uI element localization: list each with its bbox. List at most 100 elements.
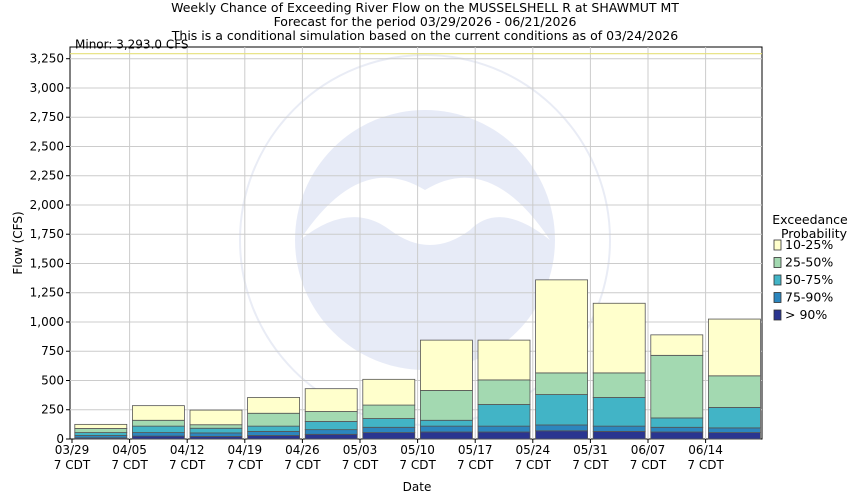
y-tick-label: 1,000 <box>30 315 64 329</box>
x-tick-label: 03/29 <box>55 443 90 457</box>
bar-segment <box>477 425 531 433</box>
grid <box>70 47 762 439</box>
minor-flood-threshold-label: Minor: 3,293.0 CFS <box>75 38 189 52</box>
bar-segment <box>304 429 358 435</box>
x-tick-label: 04/12 <box>170 443 205 457</box>
bar-segment <box>304 421 358 431</box>
bar-segment <box>189 424 243 429</box>
y-tick-label: 750 <box>41 344 64 358</box>
bar-segment <box>189 432 243 437</box>
bar-segment <box>247 425 301 432</box>
x-tick-label: 04/26 <box>285 443 320 457</box>
bar-segment <box>362 426 416 433</box>
legend-item-label: 10-25% <box>785 237 833 252</box>
bar-segment <box>419 339 473 391</box>
bar-segment <box>362 404 416 419</box>
bar-segment <box>362 418 416 428</box>
x-tick-sublabel: 7 CDT <box>284 458 321 472</box>
x-tick-sublabel: 7 CDT <box>342 458 379 472</box>
legend-swatch <box>773 274 782 286</box>
bar-segment <box>535 430 588 440</box>
legend-item-label: 25-50% <box>785 255 833 270</box>
y-tick-label: 1,250 <box>30 286 64 300</box>
bar-segment <box>708 318 761 377</box>
bar-segment <box>419 419 473 427</box>
bar-segment <box>477 431 531 440</box>
title-line-1: Weekly Chance of Exceeding River Flow on… <box>171 0 679 15</box>
bar-segment <box>650 431 704 440</box>
x-tick-label: 04/05 <box>112 443 147 457</box>
chart-title: Weekly Chance of Exceeding River Flow on… <box>171 0 680 43</box>
bar-segment <box>362 432 416 440</box>
x-tick-sublabel: 7 CDT <box>457 458 494 472</box>
y-tick-label: 3,000 <box>30 81 64 95</box>
bar-segment <box>419 431 473 440</box>
y-tick-label: 1,500 <box>30 256 64 270</box>
x-tick-label: 05/24 <box>516 443 551 457</box>
bar-segment <box>708 427 761 433</box>
bar-segment <box>650 417 704 428</box>
bar-segment <box>592 425 646 432</box>
legend-item-label: 75-90% <box>785 290 833 305</box>
y-tick-label: 2,750 <box>30 110 64 124</box>
y-axis: 0 250 500 750 1,000 1,250 1,500 1,750 2,000 2,250… <box>30 52 70 446</box>
bar-segment <box>708 432 761 440</box>
bar-segment <box>650 354 704 419</box>
bar-segment <box>304 433 358 440</box>
bar-segment <box>74 428 128 433</box>
bar-segment <box>592 372 646 398</box>
legend-swatch <box>773 292 782 303</box>
x-tick-sublabel: 7 CDT <box>54 458 91 472</box>
y-tick-label: 500 <box>41 373 64 387</box>
bar-segment <box>650 334 704 356</box>
x-axis-label: Date <box>403 480 432 494</box>
threshold-group: Minor: 3,293.0 CFS <box>70 38 762 55</box>
bar-segment <box>650 426 704 433</box>
bar-segment <box>535 424 588 432</box>
x-tick-sublabel: 7 CDT <box>169 458 206 472</box>
bar-segment <box>247 430 301 436</box>
legend: Exceedance Probability 10-25% 25-50% 50-75… <box>772 212 848 322</box>
legend-swatch <box>773 309 782 321</box>
legend-swatch <box>773 257 782 268</box>
bars <box>74 279 761 440</box>
bar-segment <box>419 390 473 421</box>
legend-item-label: 50-75% <box>785 272 833 287</box>
bar-segment <box>535 372 588 395</box>
y-tick-label: 2,250 <box>30 169 64 183</box>
x-tick-label: 05/17 <box>458 443 493 457</box>
bar-segment <box>708 375 761 408</box>
legend-title-line-2: Probability <box>781 226 848 241</box>
x-tick-sublabel: 7 CDT <box>572 458 609 472</box>
x-tick-label: 06/07 <box>631 443 666 457</box>
bar-segment <box>592 430 646 440</box>
plot-area <box>69 46 763 440</box>
x-tick-label: 06/14 <box>688 443 723 457</box>
x-tick-label: 04/19 <box>228 443 263 457</box>
x-tick-sublabel: 7 CDT <box>687 458 724 472</box>
y-tick-label: 0 <box>56 432 64 446</box>
bar-segment <box>535 279 588 374</box>
bar-segment <box>477 379 531 405</box>
bar-segment <box>362 378 416 406</box>
legend-title-line-1: Exceedance <box>772 212 848 227</box>
bar-segment <box>535 394 588 426</box>
title-line-3: This is a conditional simulation based o… <box>171 28 678 43</box>
bar-segment <box>189 409 243 426</box>
bar-segment <box>592 397 646 427</box>
x-tick-sublabel: 7 CDT <box>399 458 436 472</box>
x-tick-sublabel: 7 CDT <box>111 458 148 472</box>
x-tick-sublabel: 7 CDT <box>630 458 667 472</box>
bar-segment <box>74 423 128 429</box>
bar-segment <box>477 339 531 381</box>
bar-segment <box>74 432 128 436</box>
y-tick-label: 2,000 <box>30 198 64 212</box>
x-tick-label: 05/31 <box>573 443 608 457</box>
legend-item-label: > 90% <box>785 307 827 322</box>
bar-segment <box>304 411 358 422</box>
title-line-2: Forecast for the period 03/29/2026 - 06/… <box>274 14 577 29</box>
bar-segment <box>477 404 531 427</box>
legend-swatch <box>773 239 782 251</box>
